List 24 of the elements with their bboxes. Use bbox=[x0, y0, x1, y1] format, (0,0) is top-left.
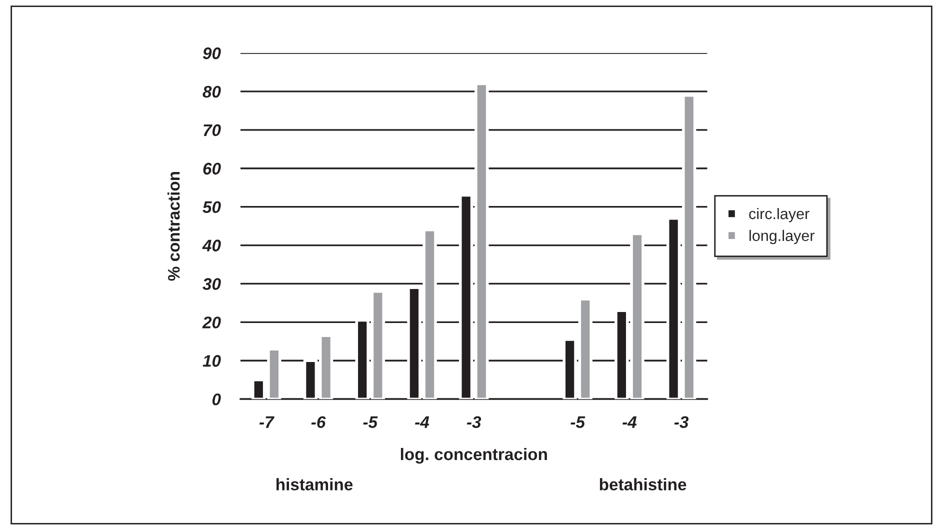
y-tick-label: 90 bbox=[202, 47, 221, 60]
y-tick-label: 50 bbox=[202, 201, 221, 214]
x-tick-label: -6 bbox=[311, 416, 326, 428]
y-tick-label: 40 bbox=[202, 240, 221, 252]
y-tick-label: 0 bbox=[212, 393, 221, 406]
text: betahistine bbox=[600, 478, 686, 490]
x-tick-label: -3 bbox=[674, 416, 689, 428]
x-tick-label: -4 bbox=[415, 416, 430, 428]
x-tick-label: -5 bbox=[363, 416, 378, 428]
y-tick-label: 20 bbox=[202, 316, 221, 328]
y-tick-label: 60 bbox=[203, 162, 221, 175]
y-axis-title: % contraction bbox=[168, 172, 180, 281]
x-tick-label: -4 bbox=[622, 416, 637, 428]
y-tick-label: 10 bbox=[202, 355, 221, 367]
legend-label: long.layer bbox=[750, 230, 814, 244]
text: histamine bbox=[276, 478, 353, 490]
x-tick-label: -5 bbox=[570, 416, 586, 428]
y-tick-label: 80 bbox=[202, 86, 221, 98]
x-axis-title: log. concentracion bbox=[400, 448, 547, 464]
y-tick-label: 70 bbox=[204, 124, 221, 136]
x-tick-label: -7 bbox=[259, 416, 274, 428]
legend-label: circ.layer bbox=[749, 208, 810, 222]
y-tick-label: 30 bbox=[202, 278, 221, 290]
x-tick-label: -3 bbox=[466, 416, 482, 428]
